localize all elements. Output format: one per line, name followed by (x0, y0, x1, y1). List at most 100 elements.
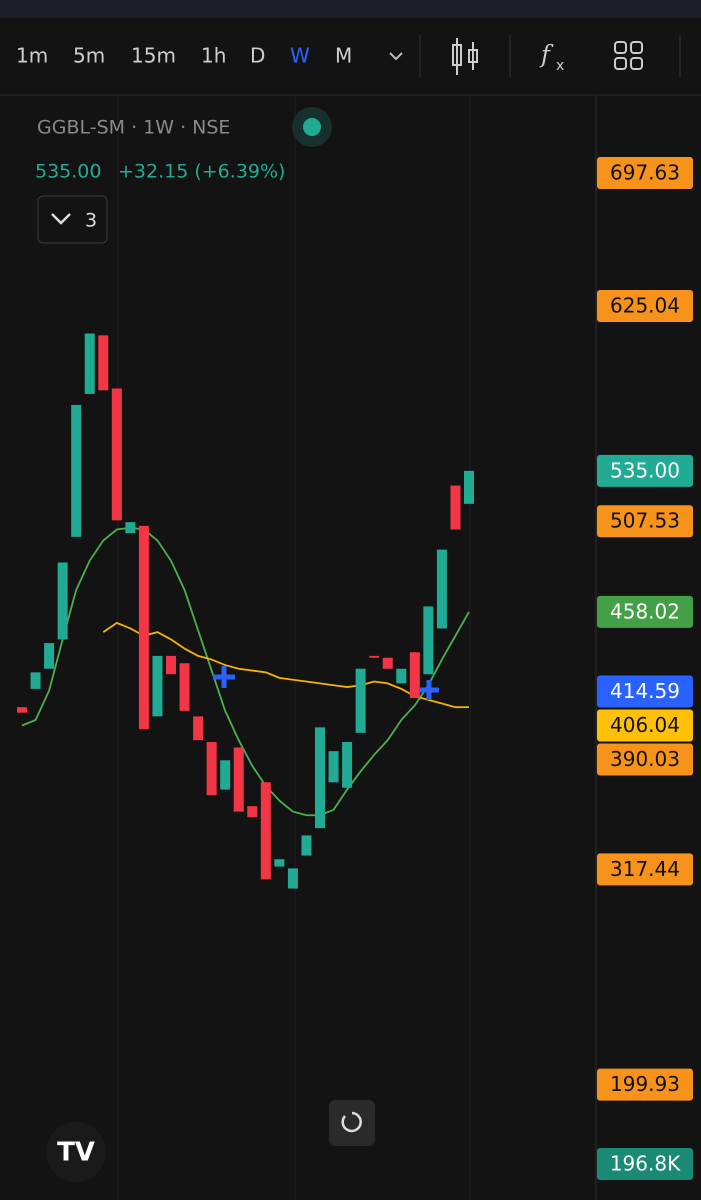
moving-averages (21, 526, 470, 817)
symbol-line: GGBL-SM · 1W · NSE (37, 117, 230, 139)
candle-body (193, 716, 204, 741)
interval-button[interactable]: M (335, 44, 352, 68)
badge-bg (597, 1068, 693, 1101)
candle-body (84, 333, 95, 394)
badge-bg (597, 454, 693, 487)
candle-body (369, 655, 380, 658)
collapse-button[interactable] (37, 195, 108, 244)
interval-button[interactable]: W (290, 44, 310, 68)
candle-body (152, 655, 163, 717)
badge-bg (597, 595, 693, 628)
candle-body (315, 727, 325, 829)
badge-label: 414.59 (610, 679, 680, 703)
price-badge: 199.93 (597, 1068, 693, 1101)
indicators-button-x: x (556, 58, 564, 74)
candle-body (44, 643, 55, 669)
candle-body (111, 388, 122, 521)
badge-label: 390.03 (610, 747, 680, 771)
candle-body (396, 668, 407, 684)
price-badge: 697.63 (597, 156, 693, 189)
candle-body (125, 522, 136, 534)
interval-button[interactable]: D (250, 44, 265, 68)
candle-body (220, 760, 231, 790)
badge-bg (597, 289, 693, 322)
candle-body (179, 663, 190, 711)
logo: TV (46, 1122, 106, 1182)
candle-body (138, 525, 149, 730)
collapse-chevron (51, 213, 71, 225)
candle-body (206, 741, 217, 796)
candle-body (423, 606, 434, 675)
candle-body (409, 652, 420, 699)
badge-label: 507.53 (610, 509, 680, 533)
candle-body (247, 806, 258, 818)
legend-change: +32.15 (+6.39%) (118, 161, 285, 183)
badge-bg (597, 709, 693, 742)
interval-button[interactable]: 5m (73, 44, 105, 68)
candle-body (233, 747, 244, 812)
price-badge: 406.04 (597, 709, 693, 742)
badge-bg (597, 853, 693, 886)
candle-body (382, 657, 393, 669)
candle-body (274, 859, 285, 867)
candle-body (342, 741, 353, 788)
candle-body (464, 470, 474, 504)
interval-button[interactable]: 1h (201, 44, 226, 68)
chart-type-button[interactable] (452, 38, 478, 75)
candle-body (71, 404, 82, 537)
status-strip (0, 0, 701, 18)
badge-label: 199.93 (610, 1072, 680, 1096)
ma-line (102, 621, 470, 709)
toolbar: 1m 5m 15m 1h D W M (16, 44, 352, 68)
badge-label: 535.00 (610, 458, 680, 482)
price-badge: 535.00 (597, 454, 693, 487)
badge-label: 406.04 (610, 713, 680, 737)
badge-bg (597, 675, 693, 708)
reset-icon (341, 1111, 362, 1133)
indicators-button[interactable]: f (539, 41, 554, 69)
legend-price: 535.00 (35, 161, 101, 183)
price-badges: 697.63 625.04 535.00 507.53 458.02 414.59 406.… (597, 156, 693, 1180)
candle-body (30, 672, 41, 689)
badge-label: 458.02 (610, 599, 680, 623)
badge-label: 625.04 (610, 293, 680, 317)
candle-body (17, 707, 27, 713)
svg-text:TV: TV (57, 1138, 95, 1168)
signal-markers (213, 666, 439, 700)
candle-body (328, 751, 339, 783)
candle-body (287, 868, 298, 889)
badge-label: 697.63 (610, 160, 680, 184)
price-badge: 625.04 (597, 289, 693, 322)
layout-button[interactable] (614, 41, 643, 70)
badge-bg (597, 505, 693, 538)
price-badge: 458.02 (597, 595, 693, 628)
volume-badge-label: 196.8K (610, 1152, 681, 1176)
badge-bg (597, 156, 693, 189)
candle-body (436, 549, 447, 629)
candle-body (355, 668, 366, 733)
candles (17, 333, 474, 889)
price-badge: 507.53 (597, 505, 693, 538)
interval-button[interactable]: 15m (131, 44, 176, 68)
more-intervals[interactable] (389, 52, 403, 61)
price-badge: 414.59 (597, 675, 693, 708)
candle-body (57, 562, 68, 640)
collapsed-count: 3 (85, 210, 97, 232)
badge-bg (597, 743, 693, 776)
badge-label: 317.44 (610, 857, 680, 881)
price-badge: 317.44 (597, 853, 693, 886)
candle-body (166, 655, 176, 675)
ma-line (21, 526, 470, 817)
reset-button[interactable] (329, 1100, 375, 1146)
candle-body (301, 835, 312, 856)
price-badge: 390.03 (597, 743, 693, 776)
volume-badge (597, 1148, 693, 1180)
candle-body (260, 782, 271, 880)
candle-body (98, 335, 109, 391)
status-dot (303, 118, 321, 136)
legend: GGBL-SM · 1W · NSE 535.00 +32.15 (+6.39%… (35, 107, 332, 244)
candle-body (450, 485, 461, 530)
interval-button[interactable]: 1m (16, 44, 48, 68)
